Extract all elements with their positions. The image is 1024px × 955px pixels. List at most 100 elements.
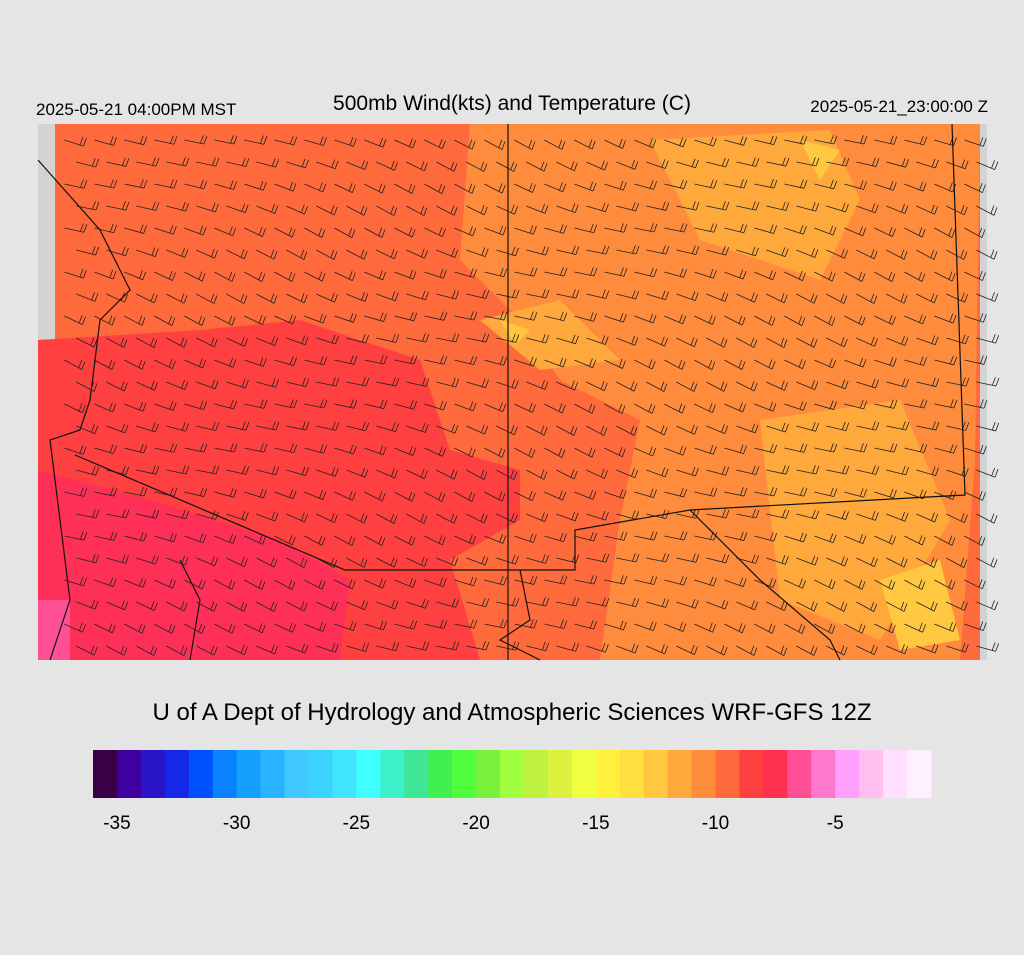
wind-barb bbox=[574, 223, 598, 234]
wind-barb bbox=[976, 292, 999, 302]
wind-barb bbox=[286, 335, 309, 346]
wind-barb bbox=[226, 421, 250, 431]
wind-barb bbox=[676, 245, 700, 255]
wind-barb bbox=[886, 421, 910, 431]
wind-barb bbox=[796, 422, 820, 432]
wind-barb bbox=[364, 355, 388, 365]
wind-barb bbox=[814, 271, 836, 282]
wind-barb bbox=[544, 619, 568, 629]
wind-barb bbox=[454, 355, 478, 366]
wind-barb bbox=[676, 201, 700, 211]
wind-barb bbox=[256, 421, 280, 431]
wind-barb bbox=[466, 555, 489, 566]
wind-barb bbox=[814, 315, 836, 326]
wind-barb bbox=[304, 227, 326, 238]
wind-barb bbox=[286, 158, 309, 169]
wind-barb bbox=[274, 489, 297, 500]
wind-barb bbox=[364, 491, 386, 502]
wind-barb bbox=[64, 487, 88, 497]
wind-barb bbox=[514, 402, 536, 413]
wind-barb bbox=[964, 137, 987, 147]
wind-barb bbox=[526, 289, 550, 299]
wind-barb bbox=[436, 513, 458, 524]
wind-barb bbox=[796, 157, 820, 167]
wind-barb bbox=[724, 315, 746, 326]
wind-barb bbox=[844, 443, 868, 453]
wind-barb bbox=[976, 249, 998, 260]
wind-barb bbox=[184, 315, 206, 326]
wind-barb bbox=[376, 641, 400, 652]
wind-barb bbox=[196, 248, 218, 259]
wind-barb bbox=[676, 424, 698, 435]
wind-barb bbox=[964, 621, 987, 631]
wind-barb bbox=[304, 444, 328, 454]
wind-barb bbox=[724, 623, 746, 634]
wind-barb bbox=[304, 490, 327, 500]
wind-barb bbox=[964, 182, 986, 194]
wind-barb bbox=[376, 513, 398, 524]
wind-barb bbox=[394, 355, 418, 365]
wind-barb bbox=[106, 509, 130, 519]
wind-barb bbox=[586, 381, 608, 392]
wind-barb bbox=[76, 246, 100, 256]
wind-barb bbox=[184, 225, 207, 236]
wind-barb bbox=[784, 487, 808, 497]
wind-barb bbox=[766, 465, 790, 475]
wind-barb bbox=[484, 402, 507, 413]
wind-barb bbox=[184, 135, 208, 145]
wind-barb bbox=[706, 509, 730, 519]
wind-barb bbox=[544, 532, 567, 543]
wind-barb bbox=[436, 205, 458, 216]
wind-barb bbox=[154, 532, 177, 543]
wind-barb bbox=[136, 422, 159, 433]
wind-barb bbox=[634, 575, 658, 585]
wind-barb bbox=[304, 579, 326, 590]
wind-barb bbox=[694, 314, 716, 325]
wind-barb bbox=[544, 447, 566, 458]
wind-barb bbox=[916, 512, 939, 523]
wind-barb bbox=[586, 510, 609, 521]
wind-barb bbox=[844, 226, 867, 237]
wind-barb bbox=[94, 577, 117, 588]
wind-barb bbox=[676, 598, 699, 609]
wind-barb bbox=[466, 247, 489, 258]
wind-barb bbox=[526, 554, 550, 564]
wind-barb bbox=[964, 579, 986, 590]
wind-barb bbox=[646, 201, 670, 211]
colorbar-swatch bbox=[667, 750, 693, 798]
wind-barb bbox=[196, 465, 220, 475]
wind-barb bbox=[544, 357, 567, 368]
wind-barb bbox=[736, 509, 760, 519]
wind-barb bbox=[64, 531, 88, 541]
wind-barb bbox=[574, 267, 598, 277]
wind-barb bbox=[154, 623, 176, 634]
wind-barb bbox=[256, 557, 278, 568]
wind-barb bbox=[166, 422, 190, 432]
wind-barb bbox=[94, 623, 116, 634]
wind-barb bbox=[454, 139, 476, 150]
colorbar-swatch bbox=[811, 750, 836, 798]
wind-barb bbox=[514, 267, 538, 277]
wind-barb bbox=[664, 622, 687, 632]
wind-barb bbox=[484, 447, 506, 458]
wind-barb bbox=[376, 291, 399, 302]
wind-barb bbox=[946, 512, 968, 524]
wind-barb bbox=[694, 359, 716, 370]
wind-barb bbox=[334, 227, 356, 238]
wind-barb bbox=[934, 535, 956, 546]
wind-barb bbox=[94, 223, 118, 234]
wind-barb bbox=[226, 465, 250, 475]
colorbar-swatch bbox=[691, 750, 717, 798]
wind-barb bbox=[124, 578, 147, 588]
wind-barb bbox=[736, 423, 759, 434]
wind-barb bbox=[784, 315, 806, 326]
wind-barb bbox=[346, 557, 368, 568]
wind-barb bbox=[904, 181, 927, 192]
wind-barb bbox=[604, 312, 627, 323]
wind-barb bbox=[166, 465, 190, 475]
wind-barb bbox=[424, 355, 448, 365]
wind-barb bbox=[514, 619, 538, 629]
wind-barb bbox=[496, 161, 518, 172]
wind-barb bbox=[886, 378, 910, 388]
wind-barb bbox=[76, 509, 100, 519]
